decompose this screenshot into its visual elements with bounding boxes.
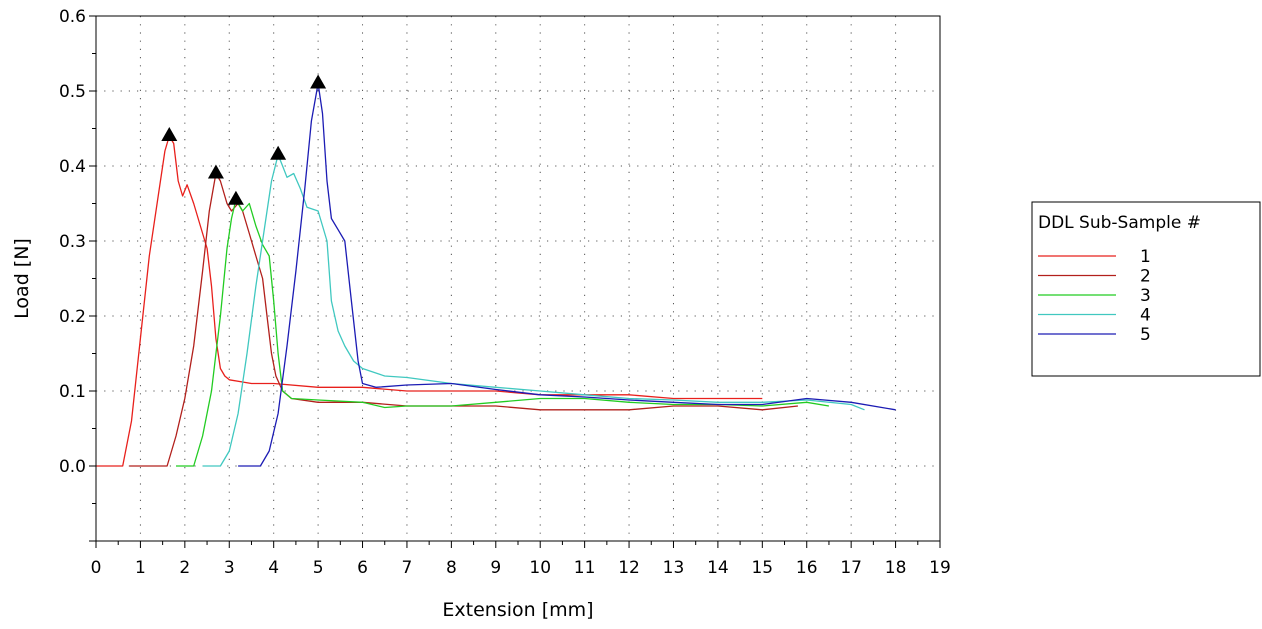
x-tick-label: 5 bbox=[313, 558, 324, 578]
legend-label-4: 4 bbox=[1140, 306, 1151, 326]
y-tick-label: 0.6 bbox=[59, 7, 86, 27]
x-tick-label: 2 bbox=[179, 558, 190, 578]
x-tick-label: 3 bbox=[224, 558, 235, 578]
y-tick-label: 0.0 bbox=[59, 457, 86, 477]
x-tick-label: 8 bbox=[446, 558, 457, 578]
y-tick-label: 0.5 bbox=[59, 82, 86, 102]
x-tick-label: 10 bbox=[529, 558, 551, 578]
x-tick-label: 13 bbox=[663, 558, 685, 578]
y-axis-label: Load [N] bbox=[11, 238, 33, 319]
series-line-2 bbox=[129, 172, 798, 467]
peak-marker-1 bbox=[161, 127, 178, 141]
x-tick-label: 6 bbox=[357, 558, 368, 578]
x-tick-label: 0 bbox=[91, 558, 102, 578]
series-line-4 bbox=[202, 154, 865, 467]
peak-marker-3 bbox=[227, 190, 244, 205]
peak-marker-2 bbox=[207, 164, 224, 179]
x-tick-label: 17 bbox=[840, 558, 862, 578]
y-tick-label: 0.2 bbox=[59, 307, 86, 327]
y-tick-label: 0.1 bbox=[59, 382, 86, 402]
legend-box bbox=[1031, 201, 1261, 377]
x-tick-label: 11 bbox=[574, 558, 596, 578]
peak-marker-5 bbox=[310, 74, 327, 89]
x-tick-label: 18 bbox=[885, 558, 907, 578]
x-tick-label: 7 bbox=[402, 558, 413, 578]
x-axis: 0 1 2 3 4 5 6 7 8 9 10 11 12 13 14 15 16 17 18 19 bbox=[91, 541, 951, 578]
y-axis: 0.0 0.1 0.2 0.3 0.4 0.5 0.6 bbox=[59, 7, 96, 542]
series-layer bbox=[96, 74, 896, 467]
y-tick-label: 0.3 bbox=[59, 232, 86, 252]
legend-label-3: 3 bbox=[1140, 286, 1151, 306]
legend-label-2: 2 bbox=[1140, 267, 1151, 287]
peak-marker-4 bbox=[270, 145, 287, 160]
series-line-5 bbox=[238, 82, 896, 467]
x-axis-label: Extension [mm] bbox=[442, 599, 593, 621]
legend-label-1: 1 bbox=[1140, 247, 1151, 267]
series-line-3 bbox=[176, 199, 830, 467]
x-tick-label: 1 bbox=[135, 558, 146, 578]
x-tick-label: 15 bbox=[751, 558, 773, 578]
legend-label-5: 5 bbox=[1140, 325, 1151, 345]
x-tick-label: 9 bbox=[490, 558, 501, 578]
y-tick-label: 0.4 bbox=[59, 157, 86, 177]
grid-lines bbox=[96, 16, 940, 541]
legend-title: DDL Sub-Sample # bbox=[1038, 213, 1201, 233]
x-tick-label: 14 bbox=[707, 558, 729, 578]
x-tick-label: 4 bbox=[268, 558, 279, 578]
x-tick-label: 19 bbox=[929, 558, 951, 578]
x-tick-label: 12 bbox=[618, 558, 640, 578]
x-tick-label: 16 bbox=[796, 558, 818, 578]
